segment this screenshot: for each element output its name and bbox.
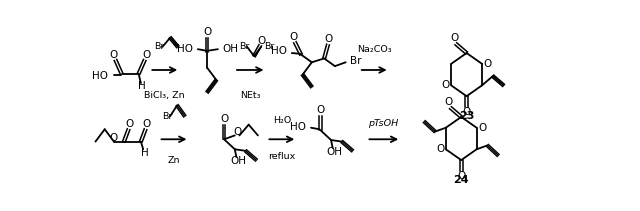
Text: O: O [233, 127, 241, 137]
Text: O: O [125, 119, 134, 129]
Text: H: H [138, 81, 145, 91]
Text: O: O [478, 123, 486, 133]
Text: HO: HO [291, 122, 307, 132]
Text: pTsOH: pTsOH [368, 119, 399, 128]
Text: O: O [142, 50, 150, 60]
Text: HO: HO [271, 46, 287, 57]
Text: H: H [141, 148, 148, 158]
Text: O: O [289, 32, 298, 42]
Text: OH: OH [223, 44, 239, 54]
Text: O: O [463, 107, 471, 117]
Text: Br: Br [162, 112, 172, 121]
Text: O: O [483, 59, 492, 69]
Text: O: O [442, 80, 450, 90]
Text: HO: HO [177, 44, 193, 54]
Text: reflux: reflux [268, 152, 296, 161]
Text: O: O [142, 119, 150, 129]
Text: O: O [450, 33, 458, 43]
Text: BiCl₃, Zn: BiCl₃, Zn [145, 91, 185, 100]
Text: OH: OH [230, 156, 246, 166]
Text: Br: Br [239, 42, 249, 51]
Text: 23: 23 [459, 111, 474, 121]
Text: O: O [220, 114, 228, 124]
Text: Br: Br [350, 56, 362, 66]
Text: Br: Br [264, 42, 275, 51]
Text: O: O [324, 34, 332, 44]
Text: OH: OH [326, 147, 342, 157]
Text: H₂O: H₂O [273, 116, 291, 125]
Text: O: O [436, 144, 445, 154]
Text: Br: Br [154, 42, 164, 51]
Text: O: O [110, 50, 118, 60]
Text: O: O [203, 27, 211, 37]
Text: 24: 24 [453, 175, 469, 185]
Text: NEt₃: NEt₃ [240, 91, 260, 100]
Text: O: O [258, 36, 266, 46]
Text: Zn: Zn [168, 156, 180, 165]
Text: O: O [445, 97, 453, 107]
Text: O: O [109, 133, 117, 143]
Text: HO: HO [92, 71, 108, 81]
Text: O: O [457, 171, 465, 181]
Text: Na₂CO₃: Na₂CO₃ [357, 45, 392, 54]
Text: O: O [316, 105, 324, 115]
